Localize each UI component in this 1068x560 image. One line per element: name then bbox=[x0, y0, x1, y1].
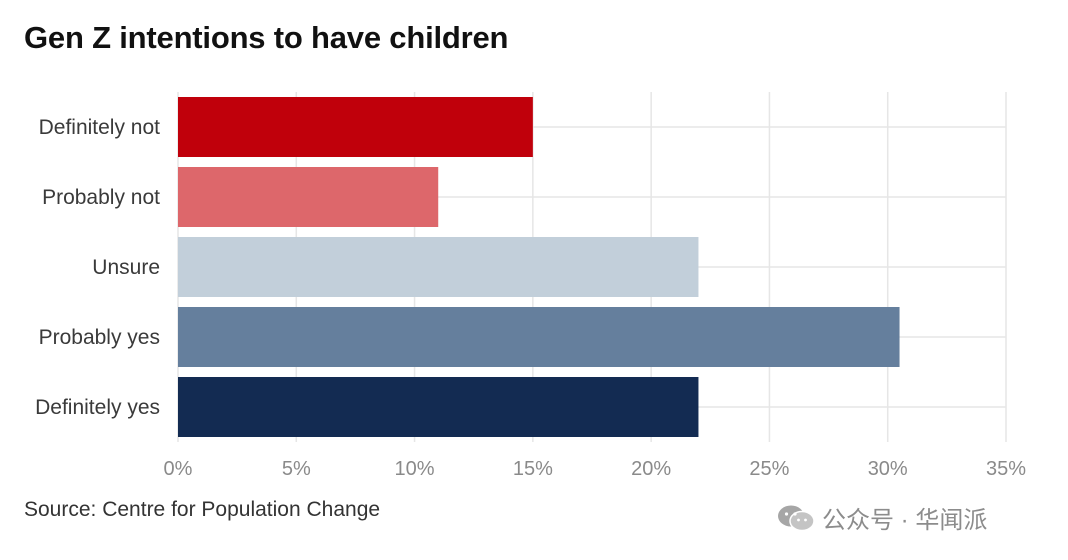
category-label: Definitely yes bbox=[35, 396, 160, 419]
x-tick-label: 10% bbox=[395, 458, 435, 480]
bar-probably-not bbox=[178, 167, 439, 227]
bar-definitely-yes bbox=[178, 377, 699, 437]
bar-definitely-not bbox=[178, 97, 533, 157]
category-label: Definitely not bbox=[39, 116, 161, 139]
x-tick-label: 5% bbox=[282, 458, 311, 480]
wechat-icon bbox=[778, 505, 815, 531]
watermark-text: 公众号 · 华闻派 bbox=[822, 507, 988, 534]
x-tick-label: 30% bbox=[868, 458, 908, 480]
x-tick-label: 35% bbox=[986, 458, 1026, 480]
category-label: Probably not bbox=[42, 186, 160, 209]
chart-title: Gen Z intentions to have children bbox=[24, 20, 509, 55]
bar-probably-yes bbox=[178, 307, 900, 367]
source-note: Source: Centre for Population Change bbox=[24, 498, 381, 521]
category-label: Unsure bbox=[92, 256, 160, 279]
x-tick-label: 20% bbox=[631, 458, 671, 480]
x-tick-label: 0% bbox=[164, 458, 193, 480]
x-tick-label: 15% bbox=[513, 458, 553, 480]
category-label: Probably yes bbox=[39, 326, 160, 349]
bar-unsure bbox=[178, 237, 699, 297]
x-tick-label: 25% bbox=[749, 458, 789, 480]
watermark: 公众号 · 华闻派 bbox=[776, 500, 987, 535]
